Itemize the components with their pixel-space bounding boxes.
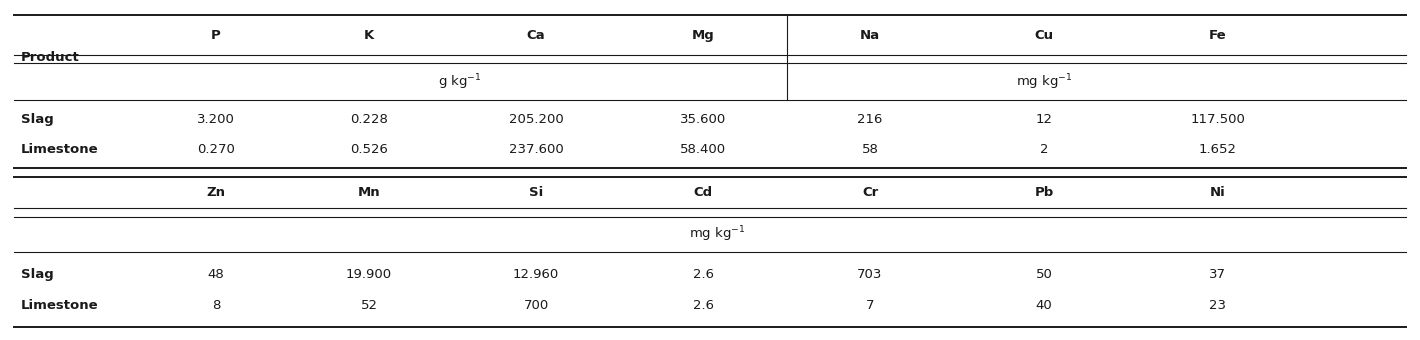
Text: mg kg$^{-1}$: mg kg$^{-1}$ [1015, 72, 1072, 91]
Text: Cr: Cr [862, 186, 878, 199]
Text: 48: 48 [207, 268, 224, 280]
Text: 50: 50 [1035, 268, 1052, 280]
Text: Cd: Cd [693, 186, 713, 199]
Text: 237.600: 237.600 [508, 143, 564, 156]
Text: 35.600: 35.600 [680, 113, 726, 126]
Text: 12.960: 12.960 [513, 268, 559, 280]
Text: 7: 7 [866, 299, 875, 312]
Text: 117.500: 117.500 [1190, 113, 1245, 126]
Text: Zn: Zn [206, 186, 226, 199]
Text: 2.6: 2.6 [693, 299, 713, 312]
Text: mg kg$^{-1}$: mg kg$^{-1}$ [689, 224, 746, 244]
Text: K: K [364, 29, 375, 41]
Text: 700: 700 [524, 299, 548, 312]
Text: Cu: Cu [1034, 29, 1054, 41]
Text: 0.526: 0.526 [351, 143, 388, 156]
Text: P: P [212, 29, 222, 41]
Text: 205.200: 205.200 [508, 113, 564, 126]
Text: 703: 703 [858, 268, 883, 280]
Text: 40: 40 [1035, 299, 1052, 312]
Text: 2.6: 2.6 [693, 268, 713, 280]
Text: Slag: Slag [21, 113, 54, 126]
Text: 52: 52 [361, 299, 378, 312]
Text: 1.652: 1.652 [1198, 143, 1237, 156]
Text: Slag: Slag [21, 268, 54, 280]
Text: Limestone: Limestone [21, 299, 99, 312]
Text: 58: 58 [862, 143, 879, 156]
Text: Mn: Mn [358, 186, 381, 199]
Text: Ni: Ni [1210, 186, 1225, 199]
Text: 3.200: 3.200 [197, 113, 234, 126]
Text: Product: Product [21, 51, 80, 64]
Text: 0.270: 0.270 [197, 143, 234, 156]
Text: 12: 12 [1035, 113, 1052, 126]
Text: Limestone: Limestone [21, 143, 99, 156]
Text: 2: 2 [1039, 143, 1048, 156]
Text: Mg: Mg [692, 29, 714, 41]
Text: 0.228: 0.228 [351, 113, 388, 126]
Text: Ca: Ca [527, 29, 545, 41]
Text: Si: Si [528, 186, 544, 199]
Text: Pb: Pb [1034, 186, 1054, 199]
Text: 23: 23 [1210, 299, 1227, 312]
Text: 216: 216 [858, 113, 883, 126]
Text: 37: 37 [1210, 268, 1227, 280]
Text: 8: 8 [212, 299, 220, 312]
Text: Na: Na [861, 29, 880, 41]
Text: Fe: Fe [1208, 29, 1227, 41]
Text: 58.400: 58.400 [680, 143, 726, 156]
Text: g kg$^{-1}$: g kg$^{-1}$ [437, 72, 481, 91]
Text: 19.900: 19.900 [346, 268, 392, 280]
